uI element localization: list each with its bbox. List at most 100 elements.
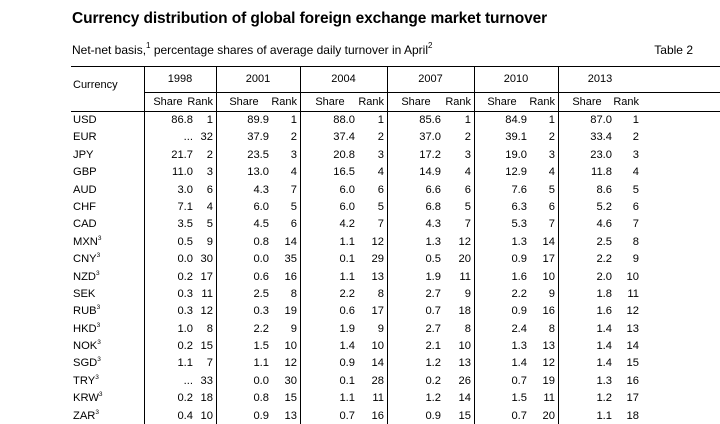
currency-code: GBP: [73, 166, 97, 178]
share-cell: 4.6: [596, 218, 612, 231]
share-cell: 1.6: [511, 270, 527, 283]
share-cell: 89.9: [247, 114, 269, 126]
share-cell: 1.3: [596, 374, 612, 387]
currency-code: ZAR3: [73, 409, 99, 422]
table-row: CAD 3.5 5 4.5 6 4.2 7 4.3 7 5.3 7 4.6 7: [0, 216, 720, 233]
rank-cell: 14: [626, 340, 639, 353]
currency-code: JPY: [73, 149, 94, 161]
rank-cell: 11: [627, 287, 639, 300]
share-cell: 1.1: [339, 392, 355, 405]
rank-cell: 7: [632, 218, 639, 231]
table-row: SGD3 1.1 7 1.1 12 0.9 14 1.2 13 1.4 12 1.4 15: [0, 355, 720, 372]
rank-cell: 1: [206, 114, 213, 126]
share-cell: 23.0: [590, 148, 612, 161]
share-cell: 11.8: [591, 166, 612, 179]
column-divider: [558, 66, 559, 424]
share-cell: 5.2: [596, 200, 612, 213]
rank-cell: 15: [200, 340, 213, 353]
rank-cell: 13: [284, 409, 297, 422]
currency-code: NOK3: [73, 339, 101, 352]
share-cell: 6.0: [253, 200, 269, 213]
rank-cell: 8: [632, 235, 639, 248]
table-row: NOK3 0.2 15 1.5 10 1.4 10 2.1 10 1.3 13 1.4 14: [0, 338, 720, 355]
share-cell: 20.8: [333, 148, 355, 161]
rank-cell: 35: [284, 253, 297, 266]
share-cell: 84.9: [505, 114, 527, 126]
share-cell: 3.5: [177, 218, 193, 231]
share-cell: 0.7: [425, 305, 441, 318]
rank-cell: 3: [290, 148, 297, 161]
share-cell: 14.9: [419, 166, 441, 179]
share-cell: 2.7: [425, 287, 441, 300]
column-divider: [387, 66, 388, 424]
rank-cell: 2: [632, 131, 639, 144]
share-cell: 4.5: [253, 218, 269, 231]
rank-cell: 18: [458, 305, 471, 318]
share-cell: 1.2: [425, 392, 441, 405]
share-cell: 1.3: [511, 340, 527, 353]
share-cell: 0.2: [177, 340, 193, 353]
share-header: Share: [401, 96, 431, 108]
rank-cell: 1: [632, 114, 639, 126]
share-header: Share: [315, 96, 345, 108]
table-row: SEK 0.3 11 2.5 8 2.2 8 2.7 9 2.2 9 1.8 11: [0, 286, 720, 303]
share-cell: 0.4: [177, 409, 193, 422]
currency-footnote-ref: 3: [95, 373, 99, 381]
rank-cell: 2: [548, 131, 555, 144]
share-header: Share: [487, 96, 517, 108]
rank-cell: 1: [548, 114, 555, 126]
share-cell: 0.7: [339, 409, 355, 422]
rank-cell: 6: [290, 218, 297, 231]
share-cell: 88.0: [333, 114, 355, 126]
currency-code-text: JPY: [73, 148, 94, 161]
rank-cell: 17: [200, 270, 213, 283]
currency-code: SGD3: [73, 356, 101, 370]
rank-cell: 11: [459, 270, 471, 283]
share-cell: 37.0: [419, 131, 441, 144]
share-cell: 1.1: [253, 357, 269, 370]
share-cell: 37.4: [333, 131, 355, 144]
rank-cell: 8: [548, 322, 555, 335]
currency-code: HKD3: [73, 322, 100, 335]
table-row: RUB3 0.3 12 0.3 19 0.6 17 0.7 18 0.9 16 1.6 12: [0, 303, 720, 320]
currency-code-text: EUR: [73, 131, 97, 144]
rank-cell: 4: [632, 166, 639, 179]
share-cell: 1.1: [596, 409, 612, 422]
currency-code: CNY3: [73, 252, 100, 265]
rank-header: Rank: [187, 96, 213, 108]
rank-cell: 5: [377, 200, 384, 213]
rank-cell: 4: [206, 200, 213, 213]
share-cell: 19.0: [505, 148, 527, 161]
share-cell: 1.4: [596, 322, 612, 335]
rank-cell: 6: [548, 200, 555, 213]
rank-cell: 13: [371, 270, 384, 283]
currency-code-text: USD: [73, 114, 97, 126]
rank-cell: 17: [371, 305, 384, 318]
rank-cell: 12: [542, 357, 555, 370]
share-cell: ...: [183, 131, 193, 144]
rank-header: Rank: [445, 96, 471, 108]
share-cell: 7.6: [511, 183, 527, 196]
year-header-2010: 2010: [503, 73, 529, 85]
table-body: USD 86.8 1 89.9 1 88.0 1 85.6 1 84.9 1 87.0 1 EUR...…: [0, 112, 720, 424]
rank-cell: 16: [284, 270, 297, 283]
rank-cell: 5: [632, 183, 639, 196]
year-header-2013: 2013: [587, 73, 613, 85]
currency-footnote-ref: 3: [97, 356, 101, 364]
currency-code: NZD3: [73, 270, 100, 283]
share-cell: 0.0: [253, 374, 269, 387]
share-cell: 0.2: [177, 270, 193, 283]
share-cell: 2.2: [511, 287, 527, 300]
rank-cell: 29: [371, 253, 384, 266]
share-cell: 0.9: [511, 253, 527, 266]
rank-cell: 10: [458, 340, 471, 353]
share-cell: 86.8: [171, 114, 193, 126]
share-cell: 3.0: [177, 183, 193, 196]
rank-cell: 10: [542, 270, 555, 283]
share-cell: 0.9: [339, 357, 355, 370]
share-cell: 1.8: [596, 287, 612, 300]
rank-cell: 8: [290, 287, 297, 300]
rank-cell: 14: [458, 392, 471, 405]
share-cell: 4.3: [425, 218, 441, 231]
currency-code: KRW3: [73, 392, 103, 405]
